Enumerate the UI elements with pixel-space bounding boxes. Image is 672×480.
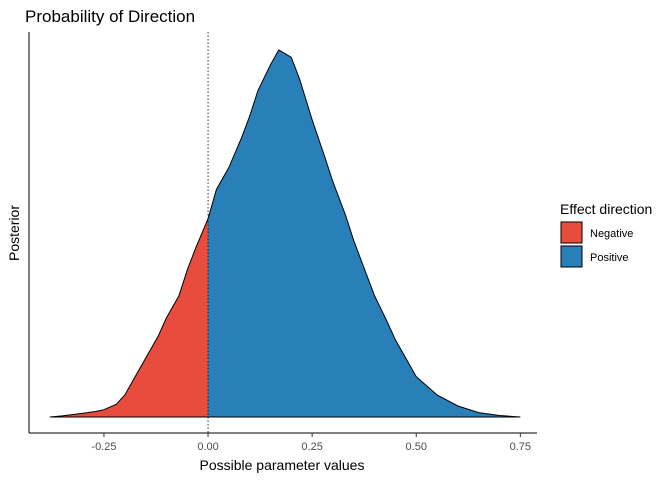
chart-title: Probability of Direction [25,7,195,26]
x-tick-label: 0.50 [406,441,427,453]
x-tick-label: 0.00 [197,441,218,453]
x-axis-title: Possible parameter values [200,457,365,473]
legend-title: Effect direction [560,201,652,217]
legend-swatch-positive [560,245,583,268]
positive-area [208,50,521,417]
x-axis-ticks: -0.25 0.00 0.25 0.50 0.75 [91,433,531,453]
legend-label-negative: Negative [590,228,633,240]
density-outline [49,49,521,418]
y-axis-title: Posterior [6,205,22,261]
legend-label-positive: Positive [590,252,629,264]
negative-area [49,218,208,417]
legend-swatch-negative [560,221,583,244]
legend: Effect direction Negative Positive [560,201,652,268]
x-tick-label: 0.25 [301,441,322,453]
x-tick-label: -0.25 [91,441,116,453]
density-area-layer [49,49,521,418]
x-tick-label: 0.75 [510,441,531,453]
